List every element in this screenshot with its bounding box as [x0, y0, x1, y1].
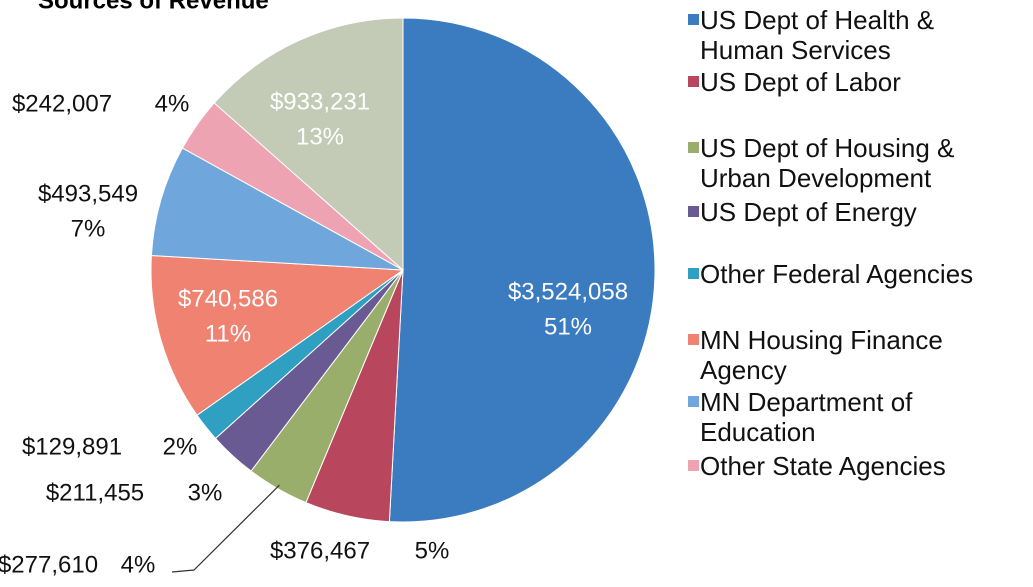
legend-label: MN Housing Finance Agency: [700, 325, 943, 385]
legend-swatch: [688, 142, 699, 153]
pie-slice: [150, 254, 405, 416]
legend-label: MN Department of Education: [700, 387, 913, 447]
leader-line: [171, 484, 280, 573]
legend-label: Other Federal Agencies: [700, 259, 974, 289]
data-label: $242,007: [12, 90, 112, 117]
legend-entry: Other State Agencies: [688, 451, 1018, 481]
legend-swatch: [688, 460, 699, 471]
legend-label: Other State Agencies: [700, 451, 946, 481]
data-label: $3,524,058: [508, 278, 628, 305]
data-label: $211,455: [46, 479, 144, 506]
pie-slice: [150, 147, 404, 271]
legend-swatch: [688, 76, 699, 87]
percent-label: 7%: [71, 215, 106, 242]
legend-swatch: [688, 14, 699, 25]
data-label: $277,610: [0, 551, 98, 578]
legend-swatch: [688, 206, 699, 217]
pie-slice: [213, 17, 404, 272]
legend-entry: US Dept of Health & Human Services: [688, 5, 1018, 65]
legend-label: US Dept of Health & Human Services: [700, 5, 935, 65]
legend-label: US Dept of Housing & Urban Development: [700, 133, 955, 193]
legend-entry: MN Department of Education: [688, 387, 1018, 447]
legend-label: US Dept of Labor: [700, 67, 901, 97]
pie-slice: [388, 17, 656, 523]
legend-entry: US Dept of Labor: [688, 67, 1018, 97]
legend-swatch: [688, 268, 699, 279]
chart-title: Sources of Revenue: [38, 0, 269, 14]
legend-label: US Dept of Energy: [700, 197, 917, 227]
data-label: $129,891: [22, 433, 122, 460]
percent-label: 51%: [544, 313, 592, 340]
legend-entry: US Dept of Energy: [688, 197, 1018, 227]
legend-entry: MN Housing Finance Agency: [688, 325, 1018, 385]
data-label: $493,549: [38, 180, 138, 207]
legend-entry: Other Federal Agencies: [688, 259, 1018, 289]
percent-label: 13%: [296, 123, 344, 150]
legend-swatch: [688, 334, 699, 345]
percent-label: 2%: [163, 433, 198, 460]
legend-entry: US Dept of Housing & Urban Development: [688, 133, 1018, 193]
legend-swatch: [688, 396, 699, 407]
percent-label: 3%: [188, 479, 223, 506]
percent-label: 4%: [155, 90, 190, 117]
data-label: $376,467: [270, 537, 370, 564]
data-label: $933,231: [270, 88, 370, 115]
percent-label: 11%: [205, 320, 251, 347]
percent-label: 4%: [121, 551, 156, 578]
percent-label: 5%: [415, 537, 450, 564]
data-label: $740,586: [178, 285, 278, 312]
